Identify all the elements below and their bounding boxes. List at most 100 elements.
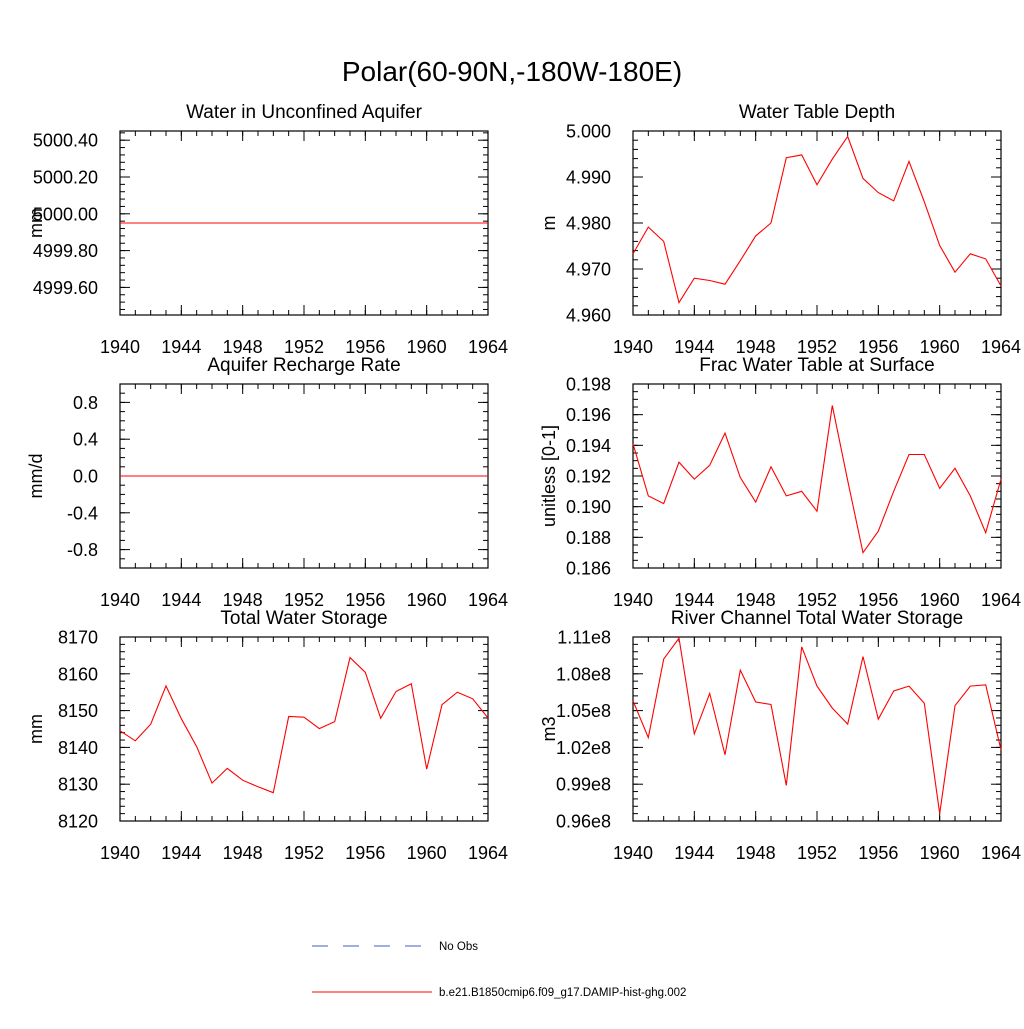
panel-3: Aquifer Recharge Rate -0.8 -0.4 0.0 0.4 0.8 19…: [26, 355, 508, 610]
y-tick-label: 0.186: [566, 559, 611, 579]
series-line-model: [632, 135, 1002, 304]
y-tick-label: 0.99e8: [556, 775, 611, 795]
y-tick-label: 1.08e8: [556, 664, 611, 684]
y-tick-label: 0.4: [73, 430, 98, 450]
panel-1: Water in Unconfined Aquifer 4999.60 4999.8…: [26, 102, 508, 357]
panel-title: Frac Water Table at Surface: [699, 355, 935, 376]
x-tick-label: 1952: [284, 590, 324, 610]
y-tick-label: 1.02e8: [556, 738, 611, 758]
x-tick-label: 1948: [736, 590, 776, 610]
x-tick-label: 1952: [797, 590, 837, 610]
y-axis-label: mm: [26, 208, 46, 238]
y-axis-label: mm: [26, 714, 46, 744]
x-tick-label: 1956: [858, 843, 898, 863]
x-tick-label: 1956: [345, 843, 385, 863]
x-tick-label: 1940: [100, 590, 140, 610]
panel-title: Water Table Depth: [739, 102, 895, 123]
x-tick-label: 1956: [858, 337, 898, 357]
x-tick-label: 1956: [345, 590, 385, 610]
x-tick-label: 1948: [223, 590, 263, 610]
y-tick-label: 5000.20: [33, 168, 98, 188]
panel-6: River Channel Total Water Storage 0.96e8 0…: [539, 608, 1021, 863]
series-line-model: [632, 636, 1002, 814]
y-tick-label: 0.190: [566, 497, 611, 517]
x-tick-label: 1944: [674, 337, 714, 357]
y-tick-label: 5000.00: [33, 204, 98, 224]
x-tick-label: 1952: [797, 337, 837, 357]
x-tick-label: 1944: [674, 843, 714, 863]
x-tick-label: 1952: [284, 337, 324, 357]
x-tick-label: 1948: [223, 843, 263, 863]
y-tick-label: 4.990: [566, 168, 611, 188]
y-tick-label: 8130: [58, 775, 98, 795]
panel-title: Aquifer Recharge Rate: [207, 355, 400, 376]
y-tick-label: 0.8: [73, 393, 98, 413]
x-tick-label: 1948: [223, 337, 263, 357]
y-tick-label: -0.8: [67, 540, 98, 560]
x-tick-label: 1960: [407, 843, 447, 863]
y-tick-label: 0.194: [566, 436, 611, 456]
y-axis-label: unitless [0-1]: [539, 425, 559, 527]
x-tick-label: 1956: [345, 337, 385, 357]
plot-frame: [632, 636, 1002, 822]
x-tick-label: 1964: [468, 843, 508, 863]
panel-title: River Channel Total Water Storage: [671, 608, 964, 629]
x-tick-label: 1964: [468, 337, 508, 357]
y-tick-label: 4.960: [566, 306, 611, 326]
x-tick-label: 1940: [100, 843, 140, 863]
y-tick-label: 0.198: [566, 375, 611, 395]
y-tick-label: 0.188: [566, 528, 611, 548]
x-tick-label: 1960: [920, 843, 960, 863]
plot-frame: [119, 636, 489, 822]
panel-2: Water Table Depth 4.960 4.970 4.980 4.990 5.0…: [539, 102, 1021, 357]
y-tick-label: 8170: [58, 628, 98, 648]
x-tick-label: 1952: [284, 843, 324, 863]
y-axis-label: mm/d: [26, 454, 46, 499]
x-tick-label: 1956: [858, 590, 898, 610]
series-line-model: [632, 405, 1002, 555]
x-tick-label: 1952: [797, 843, 837, 863]
y-tick-label: 8140: [58, 738, 98, 758]
y-tick-label: 8120: [58, 812, 98, 832]
y-tick-label: 4999.80: [33, 241, 98, 261]
x-tick-label: 1944: [161, 843, 201, 863]
y-tick-label: 8150: [58, 701, 98, 721]
y-tick-label: 1.11e8: [557, 628, 611, 648]
x-tick-label: 1960: [920, 337, 960, 357]
y-axis-label: m3: [539, 716, 559, 741]
x-tick-label: 1940: [613, 337, 653, 357]
x-tick-label: 1940: [613, 590, 653, 610]
y-tick-label: 0.0: [73, 467, 98, 487]
x-tick-label: 1964: [468, 590, 508, 610]
panel-5: Total Water Storage 8120 8130 8140 8150 8160 8…: [26, 608, 508, 863]
panels: Water in Unconfined Aquifer 4999.60 4999.8…: [26, 102, 1021, 863]
series-line-model: [119, 656, 489, 794]
y-tick-label: 0.96e8: [556, 812, 611, 832]
y-tick-label: 4.970: [566, 260, 611, 280]
x-tick-label: 1940: [100, 337, 140, 357]
y-tick-label: 4.980: [566, 214, 611, 234]
legend-label: No Obs: [439, 941, 478, 953]
figure-title: Polar(60-90N,-180W-180E): [342, 56, 682, 87]
x-tick-label: 1948: [736, 337, 776, 357]
y-axis-label: m: [539, 216, 559, 231]
x-tick-label: 1964: [981, 590, 1021, 610]
x-tick-label: 1960: [920, 590, 960, 610]
y-tick-label: 5000.40: [33, 131, 98, 151]
x-tick-label: 1960: [407, 590, 447, 610]
legend-label: b.e21.B1850cmip6.f09_g17.DAMIP-hist-ghg.…: [439, 987, 686, 999]
legend: No Obs b.e21.B1850cmip6.f09_g17.DAMIP-his…: [312, 941, 686, 999]
y-tick-label: 4999.60: [33, 278, 98, 298]
x-tick-label: 1944: [161, 590, 201, 610]
plot-frame: [632, 383, 1002, 569]
y-tick-label: 5.000: [566, 122, 611, 142]
x-tick-label: 1960: [407, 337, 447, 357]
y-tick-label: 8160: [58, 664, 98, 684]
x-tick-label: 1948: [736, 843, 776, 863]
y-tick-label: 0.192: [566, 467, 611, 487]
x-tick-label: 1940: [613, 843, 653, 863]
panel-title: Water in Unconfined Aquifer: [186, 102, 423, 123]
x-tick-label: 1944: [674, 590, 714, 610]
x-tick-label: 1964: [981, 843, 1021, 863]
